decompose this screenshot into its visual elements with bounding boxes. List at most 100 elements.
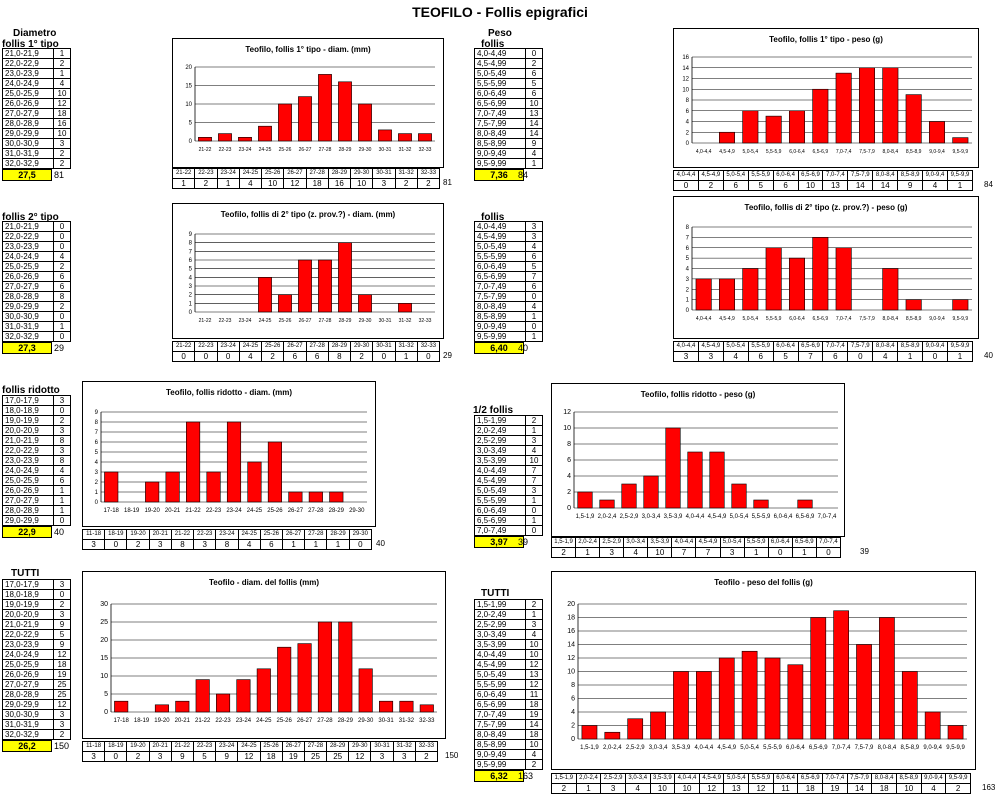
table-row: 28,0-28,9 25	[2, 689, 71, 700]
category-cell: 9,0-9,4	[922, 341, 948, 352]
x-tick-label: 23-24	[226, 508, 242, 514]
range-cell: 6,5-6,99	[474, 515, 526, 526]
y-tick-label: 4	[95, 460, 99, 466]
category-cell: 6,0-6,4	[772, 773, 799, 784]
chart-data-table: 11-18 18-19 19-20 20-21 21-22 22-23 23-24 24-25…	[81, 741, 439, 762]
table-row: 32,0-32,9 2	[2, 158, 71, 169]
table-row: 20,0-20,9 3	[2, 425, 71, 436]
count-cell: 2	[525, 58, 543, 69]
y-tick-label: 5	[686, 256, 690, 262]
x-tick-label: 24-25	[256, 718, 272, 724]
bar	[929, 121, 946, 144]
table-row: 2,0-2,49 1	[474, 425, 543, 436]
value-cell: 10	[797, 180, 824, 191]
count-cell: 0	[53, 405, 71, 416]
count-cell: 4	[53, 251, 71, 262]
x-tick-label: 5,5-5,9	[763, 745, 782, 751]
value-cell: 2	[126, 539, 150, 550]
value-cell: 1	[575, 547, 601, 558]
count-cell: 1	[525, 311, 543, 322]
range-cell: 27,0-27,9	[2, 679, 54, 690]
value-cell: 2	[349, 351, 374, 362]
y-tick-label: 2	[567, 489, 571, 496]
count-cell: 0	[53, 231, 71, 242]
category-cell: 21-22	[170, 741, 194, 752]
range-cell: 3,5-3,99	[474, 639, 526, 650]
range-cell: 28,0-28,9	[2, 291, 54, 302]
category-cell: 9,0-9,4	[920, 773, 947, 784]
x-tick-label: 20-21	[165, 508, 181, 514]
bar	[358, 294, 372, 313]
table-row: 3,0-3,49 4	[474, 629, 543, 640]
category-cell: 6,5-6,9	[791, 537, 817, 548]
x-tick-label: 31-32	[399, 147, 412, 153]
range-cell: 25,0-25,9	[2, 261, 54, 272]
bar	[604, 731, 621, 740]
value-cell: 0	[194, 351, 218, 362]
range-cell: 8,5-8,99	[474, 138, 526, 149]
chart-title: Teofilo, follis ridotto - peso (g)	[640, 390, 756, 399]
value-cell: 1	[394, 351, 418, 362]
range-cell: 24,0-24,9	[2, 649, 54, 660]
bar	[298, 96, 312, 142]
table-row: 4,0-4,4 4,5-4,9 5,0-5,4 5,5-5,9 6,0-6,4 6,5-6…	[673, 170, 974, 181]
x-tick-label: 22-23	[215, 718, 231, 724]
total-count: 84	[518, 170, 529, 180]
range-cell: 26,0-26,9	[2, 271, 54, 282]
table-row: 19,0-19,9 2	[2, 415, 71, 426]
y-tick-label: 0	[571, 736, 575, 743]
x-tick-label: 27-28	[319, 147, 332, 153]
count-cell: 13	[525, 669, 543, 680]
chart-svg: 0 1 2 3 4 5 6 7 8 4,0-4,4 4,5-4,9 5,0-5,4 5,5-5,9 6,0…	[686, 225, 972, 322]
value-cell: 19	[281, 751, 305, 762]
range-cell: 29,0-29,9	[2, 301, 54, 312]
count-cell: 12	[53, 699, 71, 710]
bar	[947, 725, 964, 740]
x-tick-label: 29-30	[349, 508, 365, 514]
count-cell: 18	[525, 729, 543, 740]
category-cell: 27-28	[305, 341, 329, 352]
x-tick-label: 27-28	[317, 718, 333, 724]
range-cell: 28,0-28,9	[2, 505, 54, 516]
count-cell: 0	[53, 331, 71, 342]
value-cell: 4	[722, 351, 749, 362]
bar	[627, 718, 644, 740]
value-cell: 18	[305, 178, 329, 189]
table-row: 3,5-3,99 10	[474, 455, 543, 466]
range-cell: 32,0-32,9	[2, 729, 54, 740]
range-cell: 5,5-5,99	[474, 251, 526, 262]
category-cell: 27-28	[305, 168, 329, 179]
table-row: 8,0-8,49 4	[474, 301, 543, 312]
range-cell: 4,0-4,49	[474, 48, 526, 59]
table-row: 17,0-17,9 3	[2, 579, 71, 590]
x-tick-label: 24-25	[259, 147, 272, 153]
table-row: 31,0-31,9 1	[2, 321, 71, 332]
x-tick-label: 23-24	[239, 147, 252, 153]
count-cell: 3	[53, 425, 71, 436]
bar	[643, 475, 659, 509]
frequency-table-d4: 17,0-17,9 3 18,0-18,9 0 19,0-19,9 2 20,0-20,9 3…	[2, 579, 71, 740]
x-tick-label: 7,0-7,4	[836, 149, 852, 155]
y-tick-label: 4	[189, 275, 193, 281]
y-tick-label: 10	[567, 669, 575, 676]
total-count: 39	[518, 537, 529, 547]
average-value: 7,36	[474, 169, 524, 181]
y-tick-label: 2	[189, 293, 193, 299]
table-row: 11-18 18-19 19-20 20-21 21-22 22-23 23-24 24-25…	[81, 741, 439, 752]
table-row: 1,5-1,9 2,0-2,4 2,5-2,9 3,0-3,4 3,5-3,9 4,0-4…	[551, 773, 971, 784]
table-row: 5,5-5,99 12	[474, 679, 543, 690]
category-cell: 20-21	[148, 741, 172, 752]
x-tick-label: 8,5-8,9	[906, 149, 922, 155]
frequency-table-w2: 4,0-4,49 3 4,5-4,99 3 5,0-5,49 4 5,5-5,99 6 6,0-…	[474, 221, 543, 342]
y-tick-label: 0	[189, 310, 193, 316]
table-row: 6,0-6,49 0	[474, 505, 543, 516]
count-cell: 11	[525, 689, 543, 700]
count-cell: 3	[525, 485, 543, 496]
table-row: 26,0-26,9 19	[2, 669, 71, 680]
x-tick-label: 22-23	[219, 147, 232, 153]
table-row: 4,5-4,99 3	[474, 231, 543, 242]
category-cell: 6,0-6,4	[772, 170, 799, 181]
value-cell: 4	[624, 783, 651, 794]
category-cell: 4,5-4,9	[698, 773, 725, 784]
value-cell: 3	[719, 547, 745, 558]
